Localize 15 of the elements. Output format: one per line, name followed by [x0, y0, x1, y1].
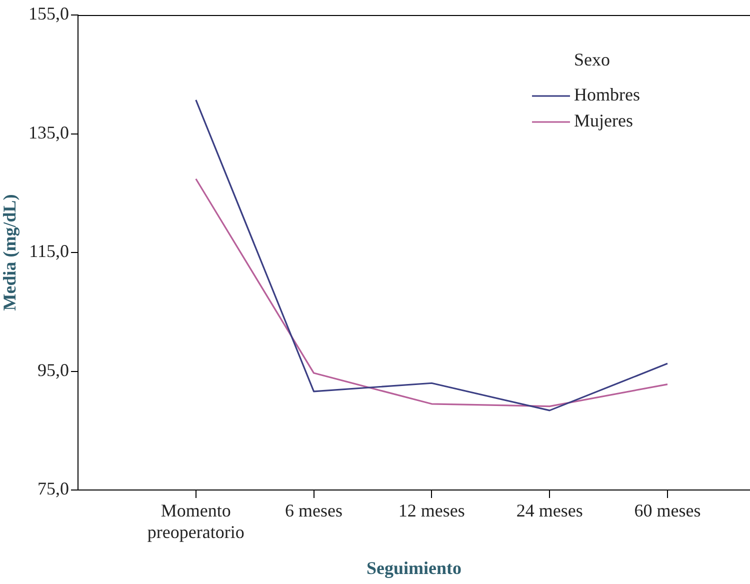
x-tick-label: 12 meses [398, 500, 465, 521]
y-tick-label: 115,0 [29, 241, 69, 262]
y-axis-title: Media (mg/dL) [0, 194, 20, 311]
legend-label: Mujeres [574, 110, 633, 131]
x-tick-label: 6 meses [285, 500, 343, 521]
legend-title: Sexo [574, 50, 610, 70]
y-tick-label: 155,0 [28, 4, 69, 24]
legend-label: Hombres [574, 84, 640, 105]
x-tick-label: Momento preoperatorio [147, 500, 244, 542]
y-tick-label: 95,0 [38, 360, 69, 380]
x-axis-title: Seguimiento [366, 558, 462, 578]
y-tick-label: 75,0 [38, 478, 69, 499]
y-tick-label: 135,0 [28, 122, 69, 142]
x-tick-label: 24 meses [516, 500, 583, 521]
x-tick-label: 60 meses [634, 500, 701, 521]
